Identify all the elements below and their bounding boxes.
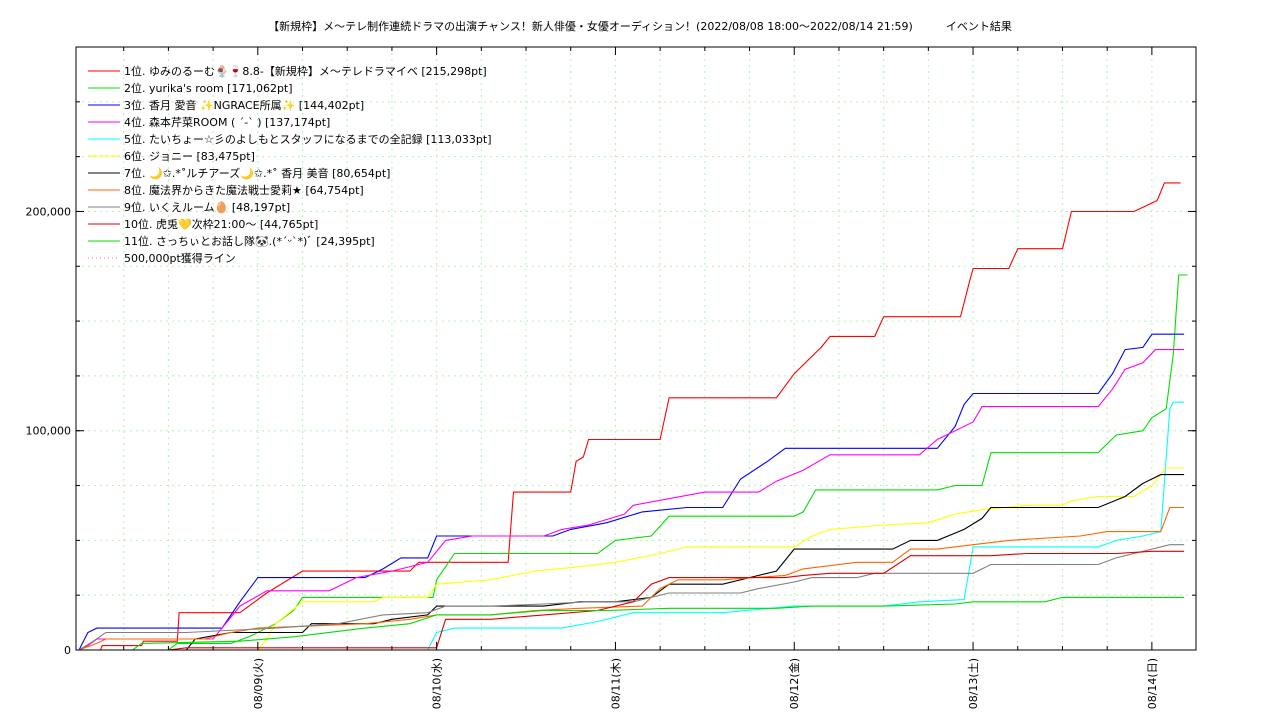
x-tick-label: 08/12(金): [787, 658, 801, 709]
series-line: [78, 506, 1185, 651]
legend-entry: 8位. 魔法界からきた魔法戦士愛莉★ [64,754pt]: [124, 183, 364, 197]
series-line: [79, 596, 1185, 651]
x-tick-label: 08/10(水): [431, 658, 444, 709]
y-tick-label: 0: [64, 644, 71, 657]
legend-entry: 2位. yurika's room [171,062pt]: [124, 81, 293, 95]
legend-entry: 10位. 虎兎💛次枠21:00〜 [44,765pt]: [124, 217, 318, 231]
y-tick-label: 100,000: [26, 425, 72, 438]
series-line: [78, 544, 1185, 651]
x-tick-label: 08/09(火): [252, 658, 265, 709]
legend-entry: 9位. いくえルーム🥚 [48,197pt]: [124, 200, 290, 214]
series-line: [79, 182, 1181, 651]
legend-entry: 4位. 森本芹菜ROOM ( ´-` ) [137,174pt]: [124, 115, 330, 129]
series-line: [79, 550, 1185, 651]
legend-entry: 1位. ゆみのるーむ🍨🍷8.8-【新規枠】メ〜テレドラマイベ [215,298p…: [124, 64, 487, 78]
y-tick-label: 200,000: [26, 205, 72, 218]
series-lines: [78, 182, 1188, 651]
series-line: [79, 474, 1185, 651]
legend-entry: 11位. さっちぃとお話し隊🐼.(*´ᵕ`*)ﾞ [24,395pt]: [124, 234, 375, 248]
plot-frame: [75, 46, 1197, 651]
legend-entry: 3位. 香月 愛音 ✨NGRACE所属✨ [144,402pt]: [124, 98, 364, 112]
legend-entry: 6位. ジョニー [83,475pt]: [124, 149, 255, 163]
legend-entry: 500,000pt獲得ライン: [124, 252, 236, 265]
series-line: [79, 467, 1185, 651]
x-tick-label: 08/14(日): [1146, 658, 1159, 709]
x-tick-label: 08/11(木): [609, 658, 622, 709]
series-line: [78, 349, 1185, 651]
grid: [76, 47, 1196, 650]
x-tick-label: 08/13(土): [967, 658, 980, 709]
chart-title: 【新規枠】メ〜テレ制作連続ドラマの出演チャンス！新人俳優・女優オーディション！(…: [268, 20, 1012, 33]
legend-entry: 5位. たいちょー☆彡のよしもとスタッフになるまでの全記録 [113,033pt…: [124, 132, 492, 146]
series-line: [78, 333, 1185, 651]
legend-entry: 7位. 🌙✩.*˚ルチアーズ🌙✩.*˚ 香月 美音 [80,654pt]: [124, 166, 390, 180]
legend: 1位. ゆみのるーむ🍨🍷8.8-【新規枠】メ〜テレドラマイベ [215,298p…: [88, 64, 492, 265]
axis-ticks: 0 100,000 200,000 08/09(火) 08/10(水) 08/11(木) 0…: [26, 47, 1196, 709]
